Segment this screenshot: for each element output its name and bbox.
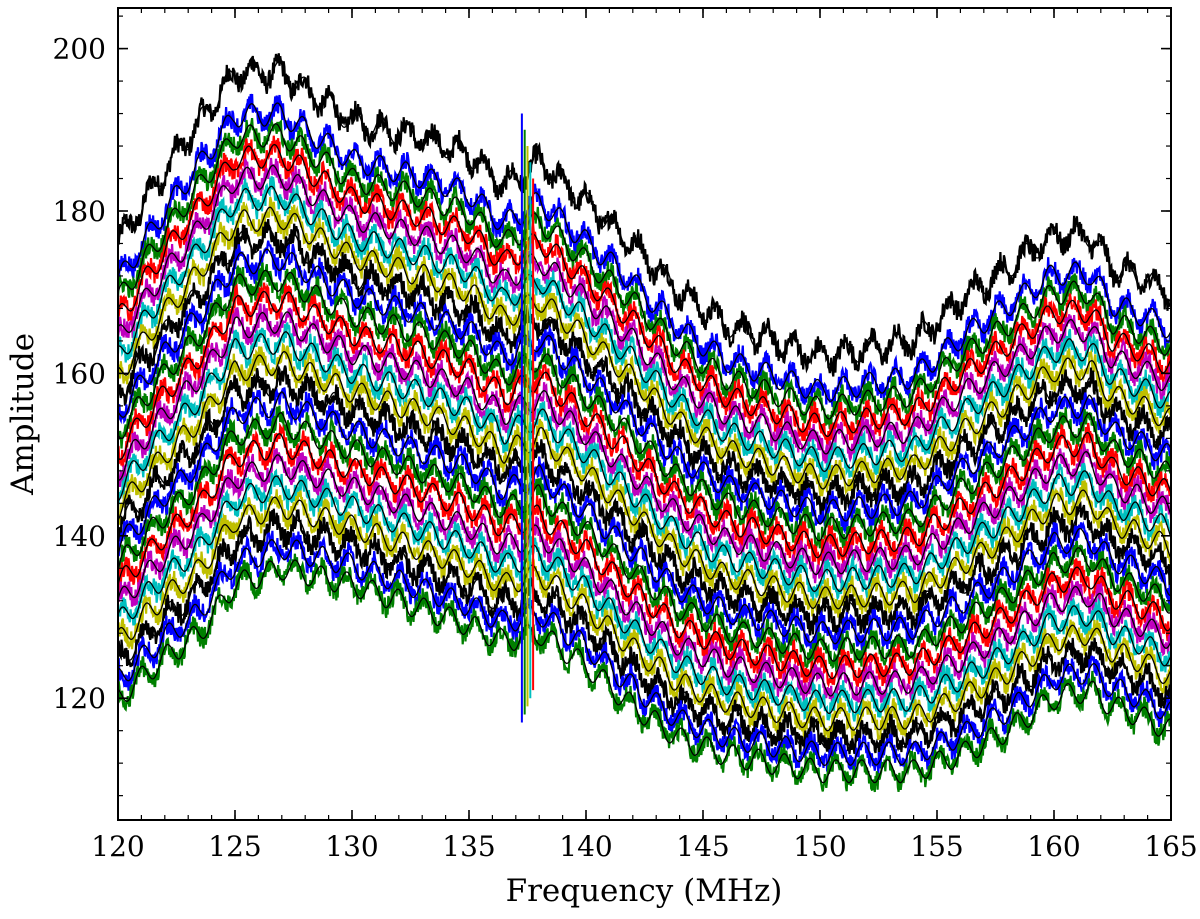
series-line-5 [118,157,1171,464]
tick-layer [117,8,1172,820]
fit-curve-7 [118,206,1171,490]
fit-curve-16 [118,391,1171,645]
x-tick-label: 125 [208,830,261,863]
series-layer [118,53,1171,793]
x-tick-label: 145 [676,830,729,863]
series-line-20 [118,468,1171,722]
series-line-22 [118,508,1171,757]
x-tick-label: 120 [91,830,144,863]
x-tick-label: 135 [442,830,495,863]
y-tick-label: 160 [53,357,106,390]
fit-curve-18 [118,433,1171,680]
fit-curve-17 [118,412,1171,662]
fit-curve-15 [118,371,1171,627]
fit-curve-11 [118,290,1171,559]
fit-curve-9 [118,248,1171,525]
fit-curve-20 [118,475,1171,715]
x-tick-label: 165 [1144,830,1197,863]
series-line-17 [118,405,1171,673]
series-line-19 [118,447,1171,707]
series-line-12 [118,303,1171,584]
fit-curve-4 [118,143,1171,438]
series-line-16 [118,387,1171,651]
series-line-23 [118,530,1171,774]
fit-curve-22 [118,517,1171,749]
fit-curve-23 [118,539,1171,766]
series-line-24 [118,553,1171,793]
fit-curve-3 [118,123,1171,420]
y-tick-label: 120 [53,682,106,715]
x-tick-label: 150 [793,830,846,863]
spike-layer [520,113,535,723]
fit-curve-13 [118,331,1171,593]
fit-curve-6 [118,185,1171,473]
series-line-18 [118,422,1171,688]
fit-curve-2 [118,102,1171,402]
fit-curve-layer [118,60,1171,784]
series-line-4 [118,135,1171,446]
y-tick-label: 180 [53,195,106,228]
series-line-2 [118,93,1171,408]
fit-curve-21 [118,496,1171,732]
fit-curve-24 [118,559,1171,784]
y-axis-title: Amplitude [5,333,41,496]
plot-frame [117,7,1172,821]
x-axis-title: Frequency (MHz) [506,873,783,909]
x-tick-labels: 120 125 130 135 140 145 150 155 160 165 [91,830,1197,863]
fit-curve-10 [118,269,1171,542]
x-tick-label: 140 [559,830,612,863]
series-line-10 [118,262,1171,549]
series-line-7 [118,196,1171,497]
fit-curve-5 [118,164,1171,455]
series-line-6 [118,176,1171,485]
fit-curve-12 [118,311,1171,576]
x-tick-label: 155 [910,830,963,863]
y-tick-label: 140 [53,520,106,553]
fit-curve-1 [118,60,1171,368]
x-tick-label: 130 [325,830,378,863]
y-tick-labels: 120 140 160 180 200 [53,33,106,716]
fit-curve-8 [118,227,1171,508]
x-tick-label: 160 [1027,830,1080,863]
series-line-21 [118,489,1171,741]
series-line-11 [118,282,1171,566]
fit-curve-19 [118,454,1171,697]
series-line-8 [118,219,1171,516]
fit-curve-14 [118,351,1171,610]
y-tick-label: 200 [53,33,106,66]
